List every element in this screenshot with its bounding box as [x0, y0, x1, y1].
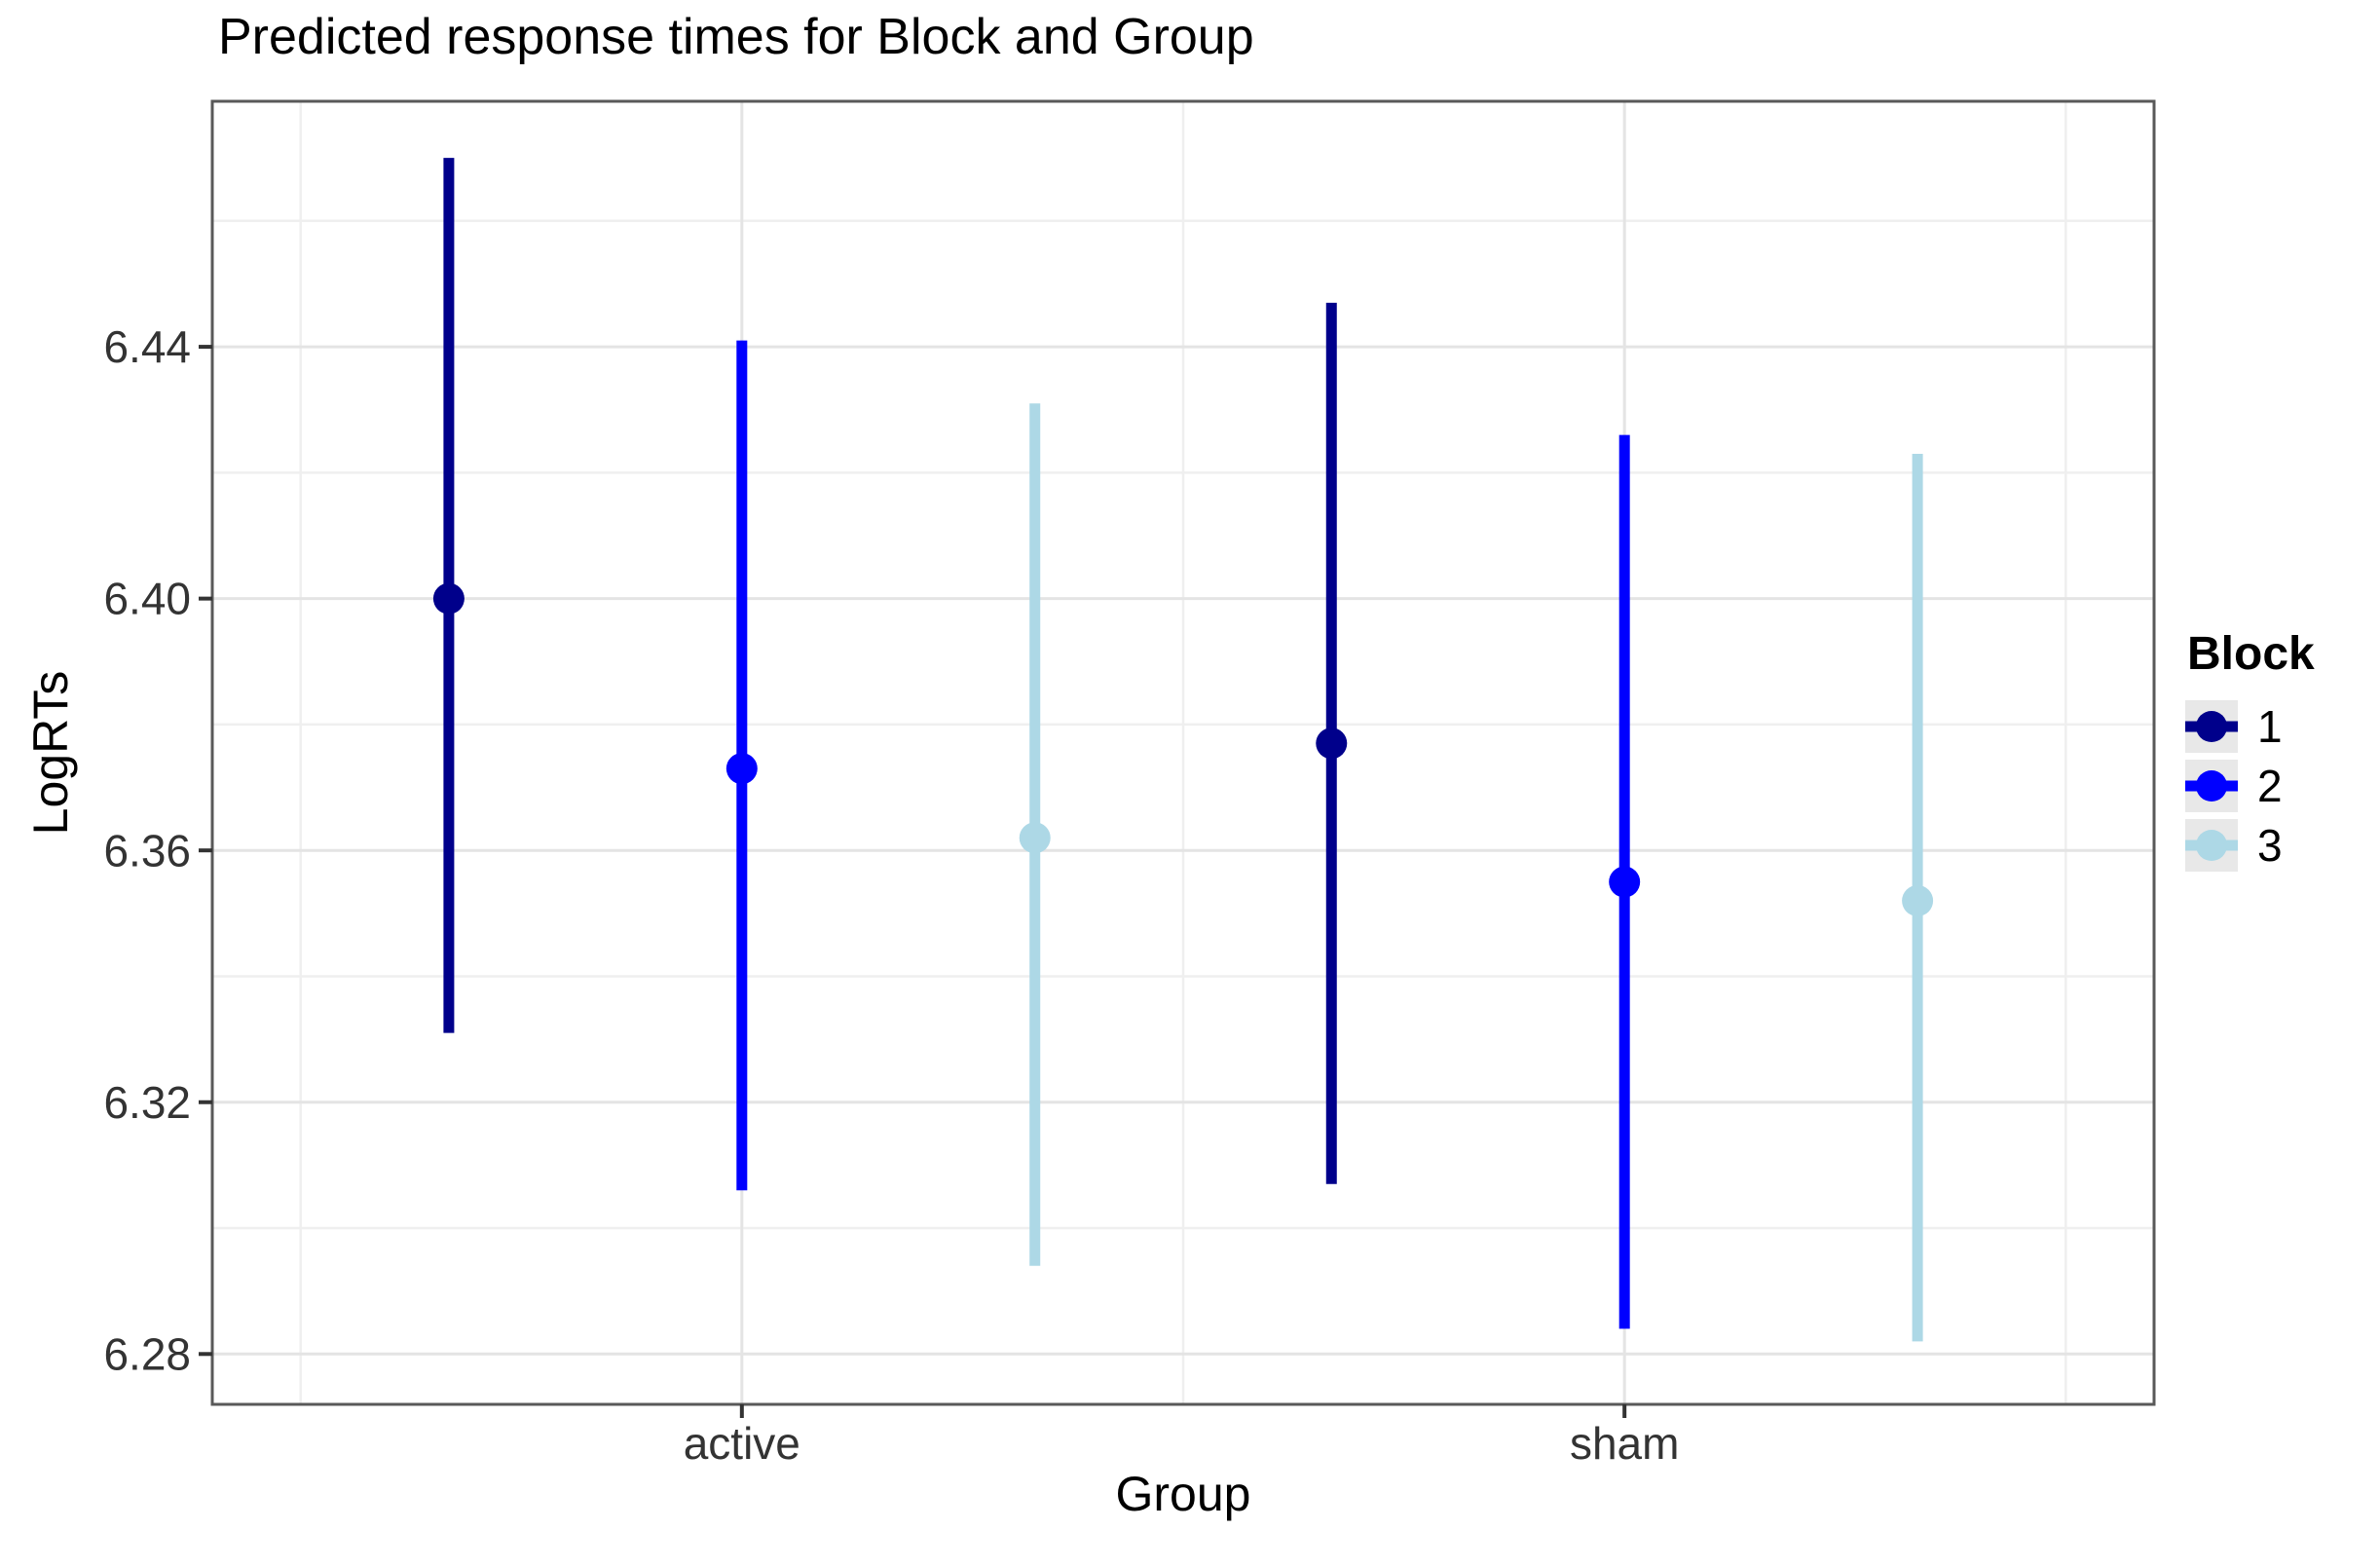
chart-title: Predicted response times for Block and G…	[218, 9, 1254, 65]
legend-point-icon	[2196, 770, 2227, 802]
y-tick-label: 6.40	[103, 574, 191, 624]
legend-key-pointrange-icon	[2185, 819, 2238, 872]
legend-key-pointrange-icon	[2185, 760, 2238, 812]
point-range-dot	[1316, 728, 1348, 760]
legend-entry: 2	[2185, 760, 2315, 812]
legend-point-icon	[2196, 830, 2227, 861]
point-range-dot	[725, 753, 758, 785]
legend-point-icon	[2196, 711, 2227, 742]
x-axis-title: Group	[1115, 1467, 1251, 1521]
legend-entry-label: 2	[2257, 761, 2283, 811]
legend-title: Block	[2187, 628, 2315, 680]
y-axis-title: LogRTs	[23, 670, 78, 836]
x-tick-label: sham	[1570, 1418, 1679, 1469]
y-tick-label: 6.28	[103, 1328, 191, 1379]
point-range-dot	[1609, 866, 1641, 898]
legend-entry: 3	[2185, 819, 2315, 872]
y-tick-label: 6.36	[103, 825, 191, 876]
legend-key-pointrange-icon	[2185, 700, 2238, 753]
point-range-dot	[1902, 884, 1934, 916]
legend-entry-label: 1	[2257, 701, 2283, 752]
y-tick-label: 6.44	[103, 321, 191, 372]
legend-entry-label: 3	[2257, 820, 2283, 871]
legend-entry: 1	[2185, 700, 2315, 753]
x-tick-label: active	[684, 1418, 800, 1469]
y-tick-label: 6.32	[103, 1077, 191, 1128]
point-range-dot	[1019, 822, 1051, 854]
panel-border	[210, 99, 2156, 1406]
point-range-dot	[432, 582, 465, 615]
legend: Block 1 2 3	[2185, 627, 2315, 878]
